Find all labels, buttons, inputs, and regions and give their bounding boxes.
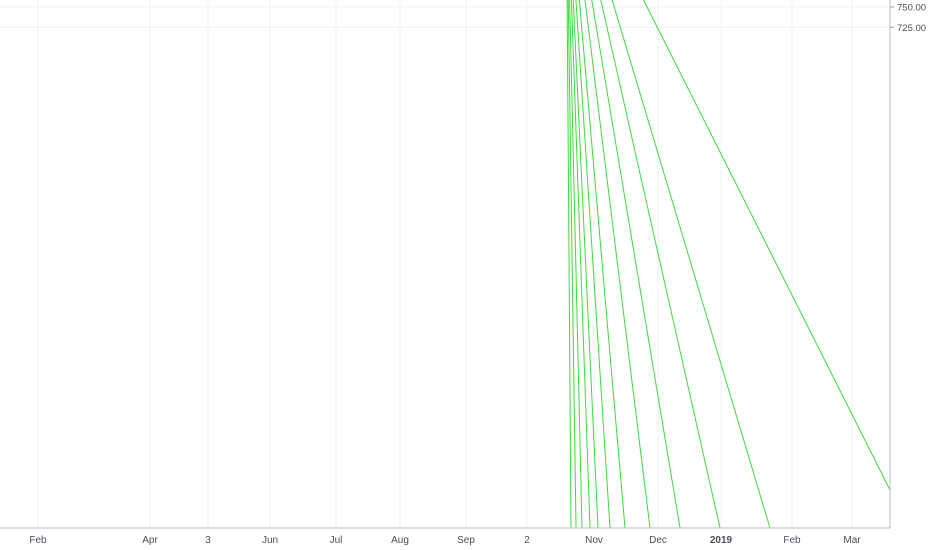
x-tick-label: Sep: [457, 535, 475, 546]
x-tick-label: 3: [205, 535, 211, 546]
y-tick-label: 750.00: [897, 3, 926, 14]
x-tick-label: Dec: [649, 535, 667, 546]
gann-fan-ray: [567, 0, 577, 529]
gann-fan-ray: [566, 0, 572, 529]
x-tick-label: Aug: [391, 535, 409, 546]
gann-fan-ray: [569, 0, 583, 529]
gann-fan-ray: [642, 0, 891, 491]
y-axis: 725.00750.00775.00800.00825.00850.00875.…: [889, 0, 926, 528]
x-tick-label: Jul: [330, 535, 343, 546]
gann-fan-ray: [584, 0, 651, 529]
x-axis: Feb Apr 3 Jun Jul Aug Sep 2 Nov Dec 2019 Feb Mar: [0, 527, 890, 546]
gann-fan-ray: [600, 0, 721, 529]
gann-fan-ray: [578, 0, 626, 529]
gann-fan-ray: [611, 0, 771, 529]
x-tick-label: Mar: [843, 535, 861, 546]
gann-fan-ray: [575, 0, 611, 529]
x-tick-label: 2: [524, 535, 530, 546]
grid-lines: [0, 0, 890, 528]
y-tick-label: 725.00: [897, 23, 926, 34]
gann-fan-ray: [591, 0, 681, 529]
x-tick-label: Nov: [585, 535, 603, 546]
gann-fan-ray: [572, 0, 599, 529]
x-tick-label: Apr: [142, 535, 158, 546]
x-tick-label: Feb: [29, 535, 47, 546]
gann-fan: [566, 0, 891, 529]
x-tick-label: Feb: [783, 535, 801, 546]
x-tick-label: Jun: [262, 535, 278, 546]
x-tick-label: 2019: [710, 535, 733, 546]
gann-fan-ray: [570, 0, 591, 529]
